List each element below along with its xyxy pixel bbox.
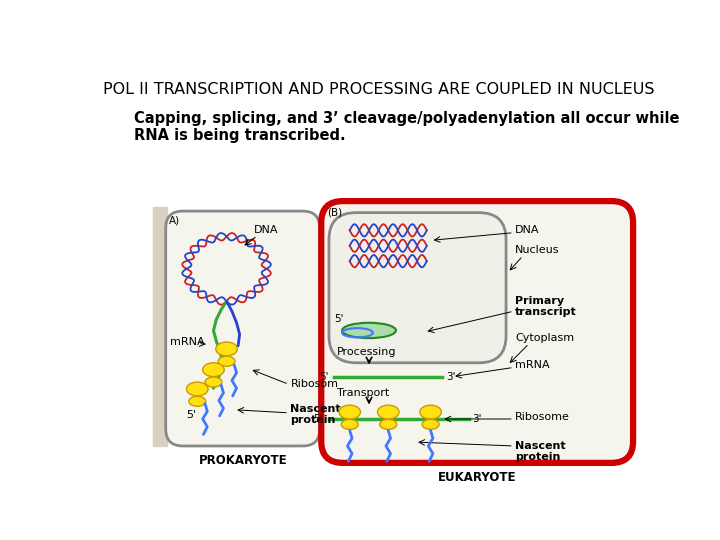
Ellipse shape	[420, 405, 441, 419]
Ellipse shape	[377, 405, 399, 419]
Text: (B): (B)	[327, 207, 342, 217]
Text: PROKARYOTE: PROKARYOTE	[199, 454, 287, 467]
Text: Ribosome: Ribosome	[516, 413, 570, 422]
Text: Primary
transcript: Primary transcript	[516, 296, 577, 318]
Text: 3': 3'	[446, 372, 456, 382]
Text: Nucleus: Nucleus	[516, 245, 560, 254]
FancyBboxPatch shape	[321, 201, 633, 463]
Text: mRNA: mRNA	[516, 360, 550, 370]
Ellipse shape	[422, 420, 439, 429]
Text: Nascent
protein: Nascent protein	[516, 441, 566, 462]
Ellipse shape	[216, 342, 238, 356]
Text: DNA: DNA	[253, 225, 278, 235]
Ellipse shape	[218, 356, 235, 366]
Ellipse shape	[379, 420, 397, 429]
Ellipse shape	[189, 396, 206, 406]
Ellipse shape	[205, 377, 222, 387]
Text: 5': 5'	[186, 410, 197, 420]
Ellipse shape	[186, 382, 208, 396]
Text: Processing: Processing	[337, 347, 396, 357]
Text: Capping, splicing, and 3’ cleavage/polyadenylation all occur while: Capping, splicing, and 3’ cleavage/polya…	[134, 111, 680, 126]
Text: POL II TRANSCRIPTION AND PROCESSING ARE COUPLED IN NUCLEUS: POL II TRANSCRIPTION AND PROCESSING ARE …	[104, 82, 655, 97]
Ellipse shape	[339, 405, 361, 419]
Text: A): A)	[168, 215, 180, 226]
Ellipse shape	[341, 420, 359, 429]
FancyBboxPatch shape	[166, 211, 320, 446]
Bar	[153, 207, 167, 446]
Text: 5': 5'	[320, 372, 329, 382]
Text: 5': 5'	[313, 414, 323, 424]
Ellipse shape	[202, 363, 224, 377]
Text: Transport: Transport	[337, 388, 389, 398]
FancyBboxPatch shape	[329, 213, 506, 363]
Text: Ribosom: Ribosom	[290, 379, 338, 389]
Text: DNA: DNA	[516, 225, 540, 235]
Text: Nascent
protein: Nascent protein	[290, 403, 341, 425]
Text: 5': 5'	[334, 314, 344, 324]
Text: Cytoplasm: Cytoplasm	[516, 333, 575, 343]
Text: RNA is being transcribed.: RNA is being transcribed.	[134, 128, 346, 143]
Ellipse shape	[342, 323, 396, 338]
Text: 3': 3'	[472, 414, 482, 424]
Text: EUKARYOTE: EUKARYOTE	[438, 470, 516, 484]
Text: mRNA: mRNA	[171, 337, 205, 347]
